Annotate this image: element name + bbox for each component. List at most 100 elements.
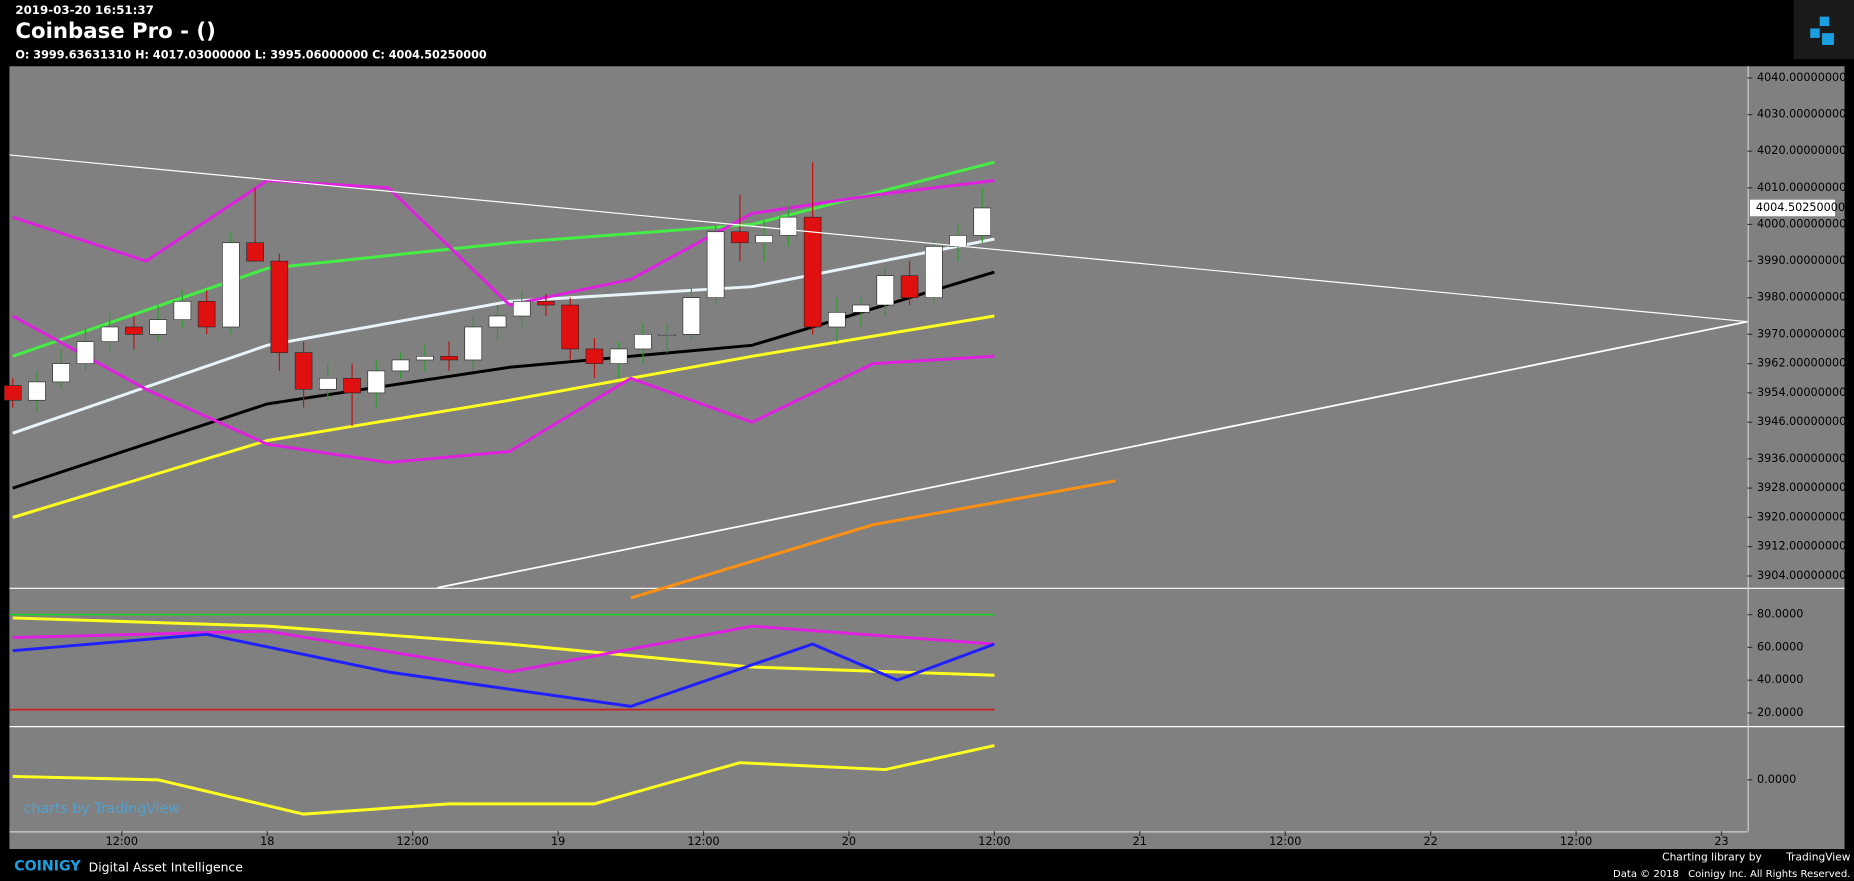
watermark: charts by TradingView (24, 801, 180, 817)
y-tick-label: 3962.00000000 (1757, 357, 1846, 370)
footer-tagline: Digital Asset Intelligence (89, 859, 243, 874)
indicator-line (12, 624, 995, 674)
chart-area (9, 66, 1845, 850)
page-title: Coinbase Pro - () (15, 19, 215, 44)
logo-block (1810, 28, 1820, 38)
candle-body (391, 359, 410, 372)
trend-line (437, 320, 1748, 589)
plot-layer: 12:00 18 12:00 19 12:00 20 12:00 21 12:00 22 12:00… (3, 71, 1846, 848)
ohlc-summary: O: 3999.63631310 H: 4017.03000000 L: 399… (15, 49, 487, 62)
y-tick-label: 3990.00000000 (1757, 254, 1846, 267)
trend-line (9, 154, 1748, 323)
candle-body (925, 246, 943, 298)
candle-body (852, 304, 870, 313)
candle-body (246, 242, 264, 262)
x-tick-label: 12:00 (1269, 835, 1301, 848)
candle-body (682, 297, 701, 335)
candle-body (343, 377, 361, 394)
y-tick-label: 3980.00000000 (1757, 291, 1846, 304)
candle-body (585, 348, 604, 364)
candle-body (149, 319, 167, 335)
candle-body (803, 216, 822, 328)
y-tick-label: 3912.00000000 (1757, 540, 1846, 553)
indicator-line (12, 314, 995, 519)
x-tick-label: 23 (1714, 835, 1728, 848)
candle-body (464, 326, 483, 361)
footer-library-name: TradingView (1785, 850, 1851, 863)
candle-body (512, 301, 531, 317)
candle-body (100, 326, 119, 342)
timestamp: 2019-03-20 16:51:37 (15, 3, 153, 17)
y-tick-label: 4020.00000000 (1757, 144, 1846, 157)
y-tick-label: 60.0000 (1757, 640, 1803, 653)
x-tick-label: 19 (551, 835, 565, 848)
candle-body (319, 377, 337, 390)
x-tick-label: 22 (1424, 835, 1438, 848)
candle-body (828, 312, 846, 328)
candle-body (658, 334, 676, 336)
candle-body (3, 385, 22, 401)
y-tick-label: 3946.00000000 (1757, 415, 1846, 428)
x-tick-label: 21 (1133, 835, 1147, 848)
x-tick-label: 12:00 (687, 835, 719, 848)
logo-block (1822, 33, 1834, 45)
candle-body (900, 275, 919, 298)
y-tick-label: 3920.00000000 (1757, 510, 1846, 523)
logo-block (1819, 16, 1830, 27)
candle-body (52, 363, 70, 383)
candle-body (876, 275, 895, 306)
candle-body (634, 334, 652, 350)
indicator-line (12, 314, 995, 464)
y-tick-label: 4000.00000000 (1757, 217, 1846, 230)
price-tag-label: 4004.50250000 (1756, 201, 1845, 214)
y-tick-label: 20.0000 (1757, 706, 1803, 719)
y-tick-label: 3904.00000000 (1757, 569, 1846, 582)
candle-body (706, 231, 725, 298)
candle-body (731, 231, 749, 244)
x-tick-label: 12:00 (106, 835, 138, 848)
footer-rights: Coinigy Inc. All Rights Reserved. (1688, 869, 1850, 880)
y-tick-label: 0.0000 (1757, 773, 1796, 786)
indicator-line (630, 479, 1116, 600)
candle-body (197, 301, 216, 328)
y-tick-label: 3970.00000000 (1757, 327, 1846, 340)
candle-body (609, 348, 628, 364)
candle-body (440, 355, 458, 361)
indicator-line (12, 632, 995, 708)
y-tick-label: 4010.00000000 (1757, 181, 1846, 194)
footer-library: Charting library by (1662, 850, 1762, 863)
candle-body (561, 304, 579, 350)
candle-body (173, 301, 192, 320)
y-tick-label: 40.0000 (1757, 673, 1803, 686)
candle-body (537, 301, 555, 306)
x-tick-label: 12:00 (396, 835, 428, 848)
candle-body (222, 242, 240, 328)
candle-body (294, 352, 313, 390)
y-tick-label: 80.0000 (1757, 608, 1803, 621)
y-tick-label: 3928.00000000 (1757, 481, 1846, 494)
indicator-line (12, 237, 995, 435)
candle-body (416, 355, 434, 361)
candle-body (76, 341, 95, 364)
y-tick-label: 3954.00000000 (1757, 386, 1846, 399)
y-tick-label: 3936.00000000 (1757, 452, 1846, 465)
candle-body (28, 381, 46, 401)
indicator-line (12, 744, 995, 816)
x-tick-label: 12:00 (1560, 835, 1592, 848)
candle-body (488, 315, 507, 328)
footer-copyright: Data © 2018 (1613, 869, 1679, 880)
x-tick-label: 18 (260, 835, 274, 848)
y-tick-label: 4030.00000000 (1757, 108, 1846, 121)
candle-body (973, 207, 992, 236)
indicator-line (12, 179, 995, 307)
candle-body (270, 260, 289, 353)
candle-body (125, 326, 143, 335)
indicator-line (12, 616, 995, 677)
candle-body (367, 370, 386, 394)
footer-brand: COINIGY (14, 859, 81, 875)
candle-body (779, 216, 798, 236)
y-tick-label: 4040.00000000 (1757, 71, 1846, 84)
x-tick-label: 20 (842, 835, 856, 848)
price-tag (1749, 199, 1836, 217)
